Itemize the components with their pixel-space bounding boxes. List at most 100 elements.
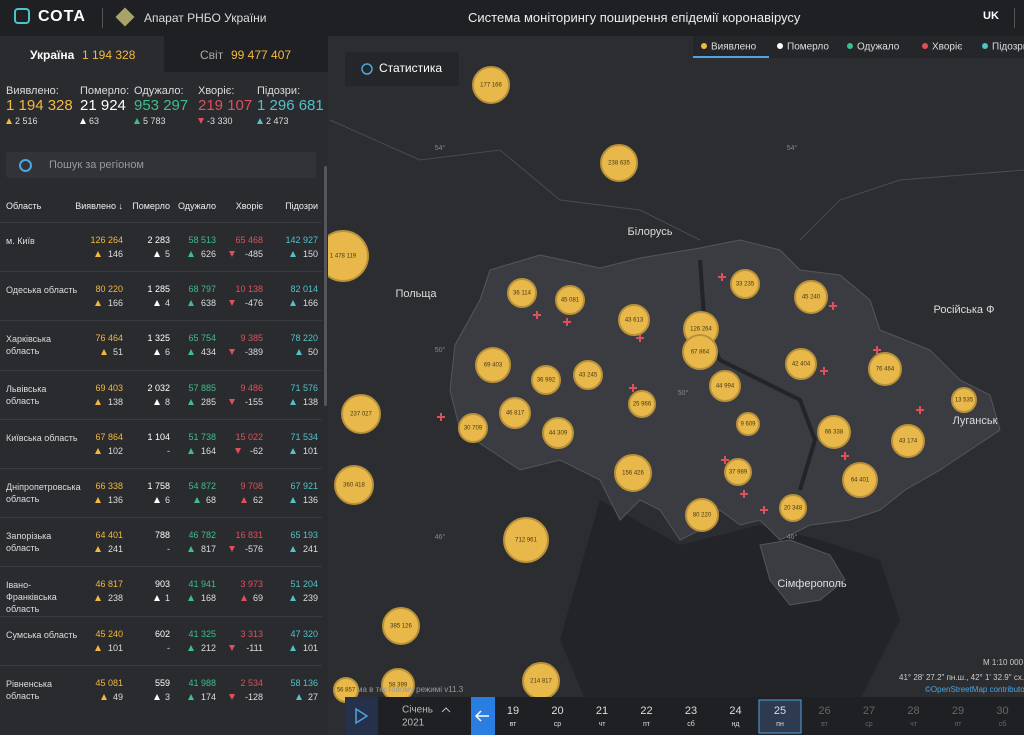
cell-value: 76 464 (95, 333, 123, 344)
map-attribution[interactable]: ©OpenStreetMap contributors (925, 685, 1024, 694)
search-box[interactable]: Пошук за регіоном (6, 152, 316, 178)
region-bubble[interactable] (555, 285, 585, 315)
region-bubble[interactable] (472, 66, 510, 104)
cell-arrow (290, 546, 296, 553)
region-bubble[interactable] (573, 360, 603, 390)
cell-arrow (290, 398, 296, 405)
region-bubble[interactable] (951, 387, 977, 413)
region-bubble[interactable] (736, 412, 760, 436)
region-bubble[interactable] (628, 390, 656, 418)
legend-item[interactable]: Померло (787, 42, 829, 53)
region-name[interactable]: Львівська область (6, 383, 47, 406)
cell-arrow (194, 497, 200, 503)
summary-label: Хворіє: (198, 85, 235, 97)
region-bubble[interactable] (779, 494, 807, 522)
region-bubble[interactable] (794, 280, 828, 314)
region-bubble[interactable] (785, 348, 817, 380)
region-bubble[interactable] (868, 352, 902, 386)
day[interactable]: 30 (996, 705, 1008, 717)
legend-item[interactable]: Одужало (857, 42, 900, 53)
cell-delta: 102 (107, 445, 123, 456)
bubble-label: 80 220 (693, 513, 712, 519)
cell-arrow (188, 644, 194, 651)
cell-arrow (95, 251, 101, 257)
cell-arrow (290, 300, 296, 307)
day[interactable]: 28 (907, 705, 919, 717)
day[interactable]: 26 (818, 705, 830, 717)
cell-delta: 49 (112, 691, 123, 702)
cell-value: 45 240 (95, 628, 123, 639)
cell-value: 1 325 (147, 333, 170, 344)
region-name[interactable]: м. Київ (6, 236, 35, 246)
region-bubble[interactable] (328, 230, 369, 282)
region-bubble[interactable] (503, 517, 549, 563)
region-bubble[interactable] (382, 607, 420, 645)
region-bubble[interactable] (891, 424, 925, 458)
column-header[interactable]: Хворіє (235, 201, 263, 211)
month[interactable]: Січень (402, 705, 433, 716)
region-name[interactable]: Київська область (6, 432, 78, 443)
cell-arrow (290, 595, 296, 602)
summary-value: 1 194 328 (6, 97, 73, 114)
region-bubble[interactable] (724, 458, 752, 486)
region-bubble[interactable] (334, 465, 374, 505)
region-bubble[interactable] (499, 397, 531, 429)
region-bubble[interactable] (614, 454, 652, 492)
region-bubble[interactable] (507, 278, 537, 308)
day[interactable]: 22 (640, 705, 652, 717)
region-bubble[interactable] (682, 334, 718, 370)
region-name[interactable]: Рівненська область (6, 678, 53, 701)
day[interactable]: 29 (952, 705, 964, 717)
bubble-label: 43 245 (579, 373, 598, 379)
region-name[interactable]: Івано-Франківська область (6, 580, 57, 615)
play-button[interactable] (345, 697, 378, 735)
hospital-marker (820, 367, 828, 375)
legend-item[interactable]: Виявлено (711, 42, 757, 53)
tab-label: Світ (200, 48, 224, 62)
region-name[interactable]: Одеська область (6, 285, 78, 296)
legend-item[interactable]: Хворіє (932, 42, 962, 53)
region-bubble[interactable] (685, 498, 719, 532)
column-header[interactable]: Виявлено (75, 201, 123, 211)
day[interactable]: 25 (774, 705, 786, 717)
region-bubble[interactable] (531, 365, 561, 395)
column-header[interactable]: Померло (132, 201, 170, 211)
selected-day[interactable] (758, 699, 802, 734)
place-label: Польща (395, 288, 437, 300)
day[interactable]: 19 (507, 705, 519, 717)
column-header[interactable]: Одужало (177, 201, 216, 211)
region-bubble[interactable] (475, 347, 511, 383)
region-bubble[interactable] (817, 415, 851, 449)
region-bubble[interactable] (600, 144, 638, 182)
day[interactable]: 24 (729, 705, 741, 717)
cell-delta: -62 (249, 445, 263, 456)
cell-delta: 164 (200, 445, 216, 456)
day[interactable]: 21 (596, 705, 608, 717)
region-name[interactable]: Запорізька область (6, 531, 52, 554)
region-bubble[interactable] (341, 394, 381, 434)
stats-button[interactable] (345, 52, 459, 86)
cell-delta: 285 (200, 396, 216, 407)
day[interactable]: 27 (863, 705, 875, 717)
map[interactable]: Білорусь Польща Російська Ф Луганськ Сімферо… (328, 36, 1024, 735)
region-name[interactable]: Дніпропетровська область (6, 482, 81, 504)
region-bubble[interactable] (709, 370, 741, 402)
map-coords: 41° 28' 27.2" пн.ш., 42° 1' 32.9" сх.д. (899, 673, 1024, 682)
day[interactable]: 20 (551, 705, 563, 717)
legend-item[interactable]: Підозри (992, 42, 1024, 53)
summary-delta: 2 473 (266, 116, 289, 126)
language[interactable]: UK (983, 10, 999, 22)
region-bubble[interactable] (842, 462, 878, 498)
tab[interactable] (164, 36, 328, 72)
region-bubble[interactable] (618, 304, 650, 336)
region-bubble[interactable] (458, 413, 488, 443)
region-bubble[interactable] (730, 269, 760, 299)
region-name[interactable]: Харківська область (6, 334, 51, 357)
cell-value: 67 921 (290, 481, 318, 491)
tab-active[interactable] (0, 36, 164, 72)
cell-arrow (290, 251, 296, 257)
region-bubble[interactable] (542, 417, 574, 449)
day[interactable]: 23 (685, 705, 697, 717)
column-header[interactable]: Підозри (285, 201, 318, 211)
region-name[interactable]: Сумська область (6, 629, 78, 640)
